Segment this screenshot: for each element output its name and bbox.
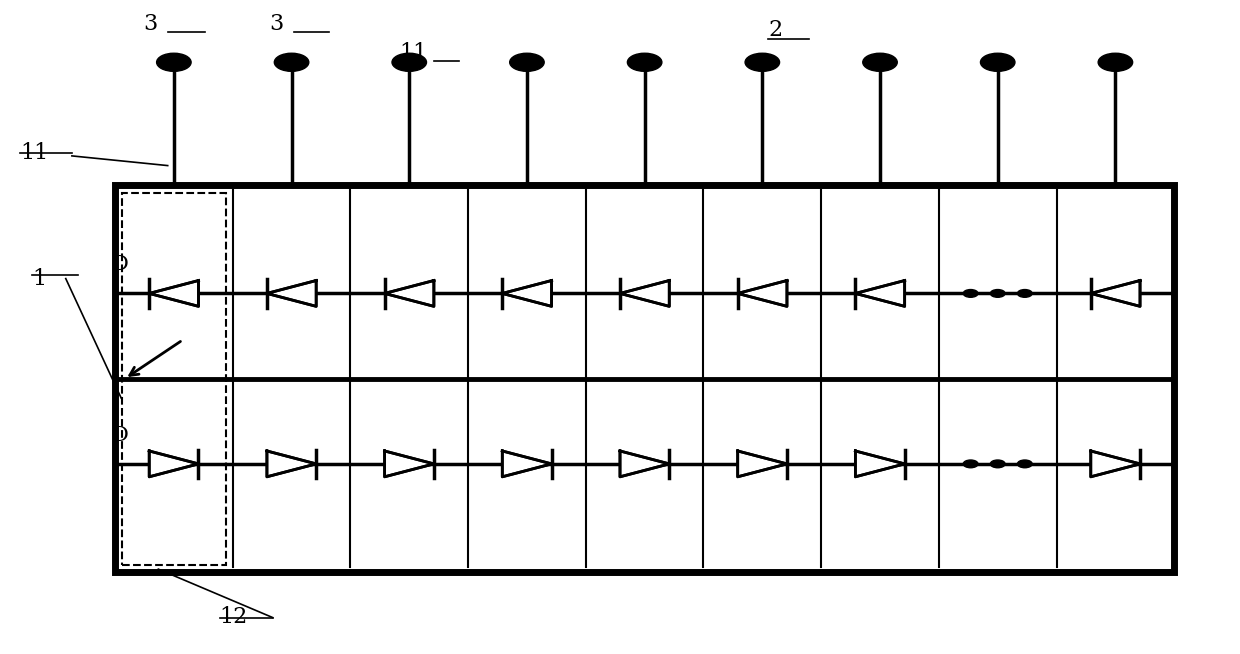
Circle shape [627, 53, 662, 71]
Text: 3: 3 [143, 13, 157, 35]
Circle shape [963, 460, 978, 468]
Polygon shape [384, 451, 434, 477]
Circle shape [1017, 290, 1032, 298]
Circle shape [981, 53, 1016, 71]
Text: 2: 2 [769, 20, 782, 41]
Polygon shape [149, 281, 198, 306]
Polygon shape [856, 281, 905, 306]
Text: 11: 11 [20, 142, 48, 164]
Polygon shape [738, 451, 787, 477]
Polygon shape [1091, 281, 1140, 306]
Text: 1: 1 [32, 268, 47, 290]
Circle shape [991, 460, 1006, 468]
Polygon shape [1091, 451, 1140, 477]
Circle shape [991, 290, 1006, 298]
Bar [122, 193, 226, 564]
Polygon shape [384, 281, 434, 306]
Circle shape [1099, 53, 1132, 71]
Polygon shape [267, 451, 316, 477]
Text: D: D [113, 255, 129, 274]
Circle shape [963, 290, 978, 298]
Circle shape [510, 53, 544, 71]
Text: 12: 12 [219, 606, 248, 628]
Circle shape [745, 53, 780, 71]
Polygon shape [267, 281, 316, 306]
Polygon shape [620, 451, 670, 477]
Circle shape [274, 53, 309, 71]
Text: 11: 11 [399, 42, 428, 64]
Text: 3: 3 [269, 13, 284, 35]
Circle shape [392, 53, 427, 71]
Polygon shape [738, 281, 787, 306]
Polygon shape [502, 281, 552, 306]
Bar [115, 185, 1174, 572]
Circle shape [156, 53, 191, 71]
Circle shape [1017, 460, 1032, 468]
Polygon shape [856, 451, 905, 477]
Text: D: D [113, 426, 129, 445]
Polygon shape [620, 281, 670, 306]
Polygon shape [502, 451, 552, 477]
Polygon shape [149, 451, 198, 477]
Circle shape [863, 53, 898, 71]
